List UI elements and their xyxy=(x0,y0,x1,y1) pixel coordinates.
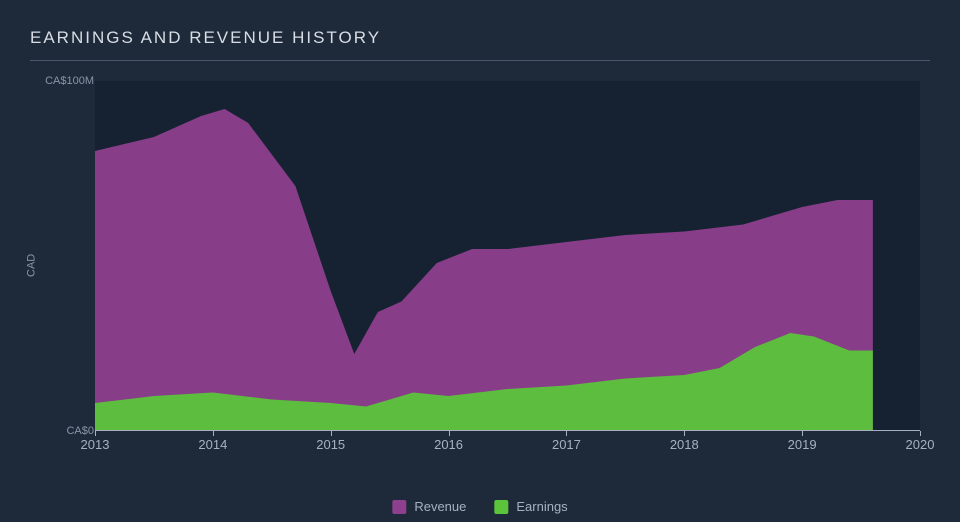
legend-swatch-earnings xyxy=(494,500,508,514)
y-axis-label: CAD xyxy=(26,254,38,277)
plot-area: 20132014201520162017201820192020 xyxy=(95,81,920,431)
x-tick-mark xyxy=(684,431,685,436)
x-tick-label: 2020 xyxy=(906,437,935,452)
x-tick-label: 2019 xyxy=(788,437,817,452)
x-tick-mark xyxy=(331,431,332,436)
legend-item-revenue: Revenue xyxy=(392,499,466,514)
x-tick-mark xyxy=(213,431,214,436)
x-tick-label: 2018 xyxy=(670,437,699,452)
x-tick-label: 2016 xyxy=(434,437,463,452)
x-tick-label: 2013 xyxy=(81,437,110,452)
legend-item-earnings: Earnings xyxy=(494,499,567,514)
legend: Revenue Earnings xyxy=(392,499,567,514)
x-tick-label: 2015 xyxy=(316,437,345,452)
x-axis-line xyxy=(95,430,920,431)
chart-title: EARNINGS AND REVENUE HISTORY xyxy=(30,28,930,61)
y-tick-label: CA$0 xyxy=(66,425,94,437)
y-tick-label: CA$100M xyxy=(45,75,94,87)
plot-wrap: CAD 20132014201520162017201820192020 CA$… xyxy=(30,71,930,471)
legend-label-earnings: Earnings xyxy=(516,499,567,514)
area-chart-svg xyxy=(95,81,920,431)
legend-swatch-revenue xyxy=(392,500,406,514)
chart-container: EARNINGS AND REVENUE HISTORY CAD 2013201… xyxy=(0,0,960,522)
x-tick-mark xyxy=(920,431,921,436)
x-tick-mark xyxy=(566,431,567,436)
x-tick-mark xyxy=(95,431,96,436)
x-tick-label: 2017 xyxy=(552,437,581,452)
x-tick-label: 2014 xyxy=(198,437,227,452)
legend-label-revenue: Revenue xyxy=(414,499,466,514)
x-tick-mark xyxy=(449,431,450,436)
x-tick-mark xyxy=(802,431,803,436)
